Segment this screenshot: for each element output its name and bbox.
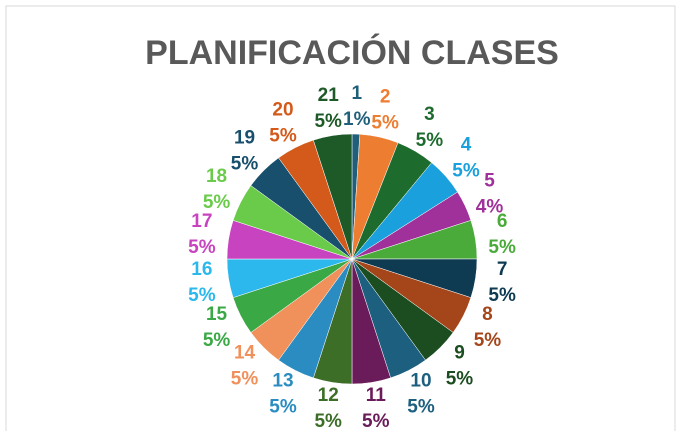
category-label: 5 [484, 170, 495, 191]
data-label: 5% [231, 154, 259, 175]
data-label: 5% [231, 368, 259, 389]
pie-slice [313, 133, 353, 260]
data-label: 5% [188, 285, 216, 306]
category-label: 15 [206, 304, 228, 325]
data-label: 5% [488, 285, 516, 306]
data-label: 5% [269, 396, 297, 417]
category-label: 1 [351, 83, 362, 104]
data-label: 5% [371, 113, 399, 134]
data-label: 5% [188, 237, 216, 258]
data-label: 5% [314, 111, 342, 132]
data-label: 5% [362, 411, 390, 431]
category-label: 2 [380, 87, 391, 108]
category-label: 9 [454, 342, 465, 363]
category-label: 14 [234, 342, 256, 363]
category-label: 6 [497, 211, 508, 232]
chart-title: PLANIFICACIÓN CLASES [145, 34, 559, 72]
category-label: 19 [234, 128, 255, 149]
data-label: 5% [269, 126, 297, 147]
category-label: 10 [410, 370, 431, 391]
category-label: 12 [318, 385, 339, 406]
data-label: 5% [203, 192, 231, 213]
category-label: 20 [272, 100, 293, 121]
data-label: 5% [314, 411, 342, 431]
category-label: 8 [482, 304, 493, 325]
data-label: 5% [452, 160, 480, 181]
data-label: 5% [416, 130, 444, 151]
data-label: 5% [488, 237, 516, 258]
data-label: 5% [474, 330, 502, 351]
data-label: 5% [203, 330, 231, 351]
category-label: 16 [191, 259, 212, 280]
data-label: 1% [343, 109, 371, 130]
category-label: 3 [424, 104, 435, 125]
data-label: 4% [476, 196, 504, 217]
data-label: 5% [407, 396, 435, 417]
category-label: 18 [206, 166, 227, 187]
category-label: 13 [272, 370, 293, 391]
data-label: 5% [446, 368, 474, 389]
category-label: 7 [497, 259, 508, 280]
category-label: 4 [461, 134, 472, 155]
category-label: 11 [366, 385, 387, 406]
category-label: 21 [318, 85, 340, 106]
category-label: 17 [191, 211, 212, 232]
